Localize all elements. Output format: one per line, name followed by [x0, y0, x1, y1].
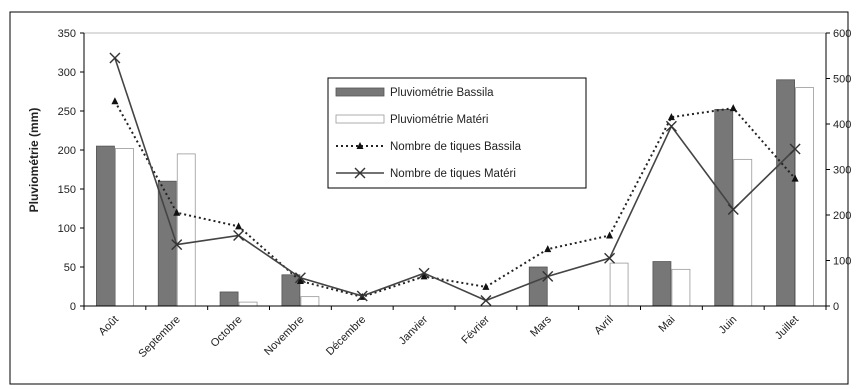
marker-stroke	[294, 272, 306, 284]
chart-border	[9, 11, 849, 385]
point-marker	[296, 276, 304, 284]
point-marker	[111, 97, 119, 105]
point-marker	[542, 270, 554, 282]
y-tick-label: 0	[70, 301, 76, 313]
legend-label: Nombre de tiques Matéri	[390, 168, 516, 180]
point-marker	[233, 229, 245, 241]
y-tick-label: 100	[58, 223, 76, 235]
point-marker	[789, 143, 801, 155]
bar	[652, 261, 672, 307]
point-marker	[482, 282, 490, 290]
bar	[115, 148, 134, 307]
marker-stroke	[604, 252, 616, 264]
point-marker	[604, 252, 616, 264]
bar	[671, 268, 691, 307]
point-marker	[294, 272, 306, 284]
legend-swatch	[335, 87, 385, 97]
line-layer	[109, 52, 801, 307]
y2-tick-label: 0	[833, 301, 839, 313]
legend-marker	[354, 167, 366, 179]
marker-stroke	[418, 267, 430, 279]
legend-marker	[356, 142, 364, 149]
bar	[219, 291, 239, 307]
bar	[776, 79, 795, 307]
point-marker	[729, 104, 737, 112]
marker-stroke	[356, 290, 368, 302]
legend-label: Nombre de tiques Bassila	[390, 141, 522, 153]
bar	[176, 153, 196, 307]
y2-tick-label: 600	[833, 28, 851, 40]
y2-tick-label: 200	[833, 210, 851, 222]
marker-stroke	[727, 204, 739, 216]
series-line	[114, 100, 796, 298]
bar	[714, 109, 734, 307]
y2-tick-label: 400	[833, 119, 851, 131]
marker-stroke	[789, 143, 801, 155]
point-marker	[173, 208, 181, 216]
marker-stroke	[480, 295, 492, 307]
bar	[795, 87, 814, 307]
y-tick-label: 250	[58, 106, 76, 118]
point-marker	[235, 222, 243, 230]
y-tick-label: 200	[58, 145, 76, 157]
marker-stroke	[109, 52, 121, 64]
y-tick-label: 150	[58, 184, 76, 196]
bar	[238, 301, 258, 307]
legend-label: Pluviométrie Bassila	[390, 87, 494, 99]
point-marker	[791, 174, 799, 182]
marker-stroke	[542, 270, 554, 282]
point-marker	[356, 290, 368, 302]
bar	[281, 274, 301, 307]
series-line	[114, 57, 796, 302]
point-marker	[544, 245, 552, 253]
point-marker	[171, 239, 183, 251]
legend: Pluviométrie Bassila Pluviométrie Matéri N…	[327, 77, 587, 189]
y-tick-label: 300	[58, 67, 76, 79]
y2-tick-label: 500	[833, 74, 851, 86]
point-marker	[606, 231, 614, 239]
point-marker	[667, 113, 675, 121]
point-marker	[418, 267, 430, 279]
point-marker	[480, 295, 492, 307]
point-marker	[665, 120, 677, 132]
y-tick-label: 350	[58, 28, 76, 40]
bar	[609, 262, 629, 307]
bar	[733, 158, 753, 307]
marker-stroke	[171, 239, 183, 251]
marker-stroke	[665, 120, 677, 132]
point-marker	[420, 272, 428, 280]
legend-swatch	[335, 114, 385, 124]
y-axis-title: Pluviométrie (mm)	[27, 108, 41, 213]
marker-stroke	[233, 229, 245, 241]
point-marker	[727, 204, 739, 216]
bar	[96, 145, 115, 307]
y2-tick-label: 300	[833, 165, 851, 177]
legend-label: Pluviométrie Matéri	[390, 114, 488, 126]
point-marker	[109, 52, 121, 64]
bar	[157, 180, 177, 307]
bar-layer	[96, 79, 814, 307]
y-tick-label: 50	[64, 262, 76, 274]
y2-tick-label: 100	[833, 256, 851, 268]
bar	[300, 296, 320, 307]
